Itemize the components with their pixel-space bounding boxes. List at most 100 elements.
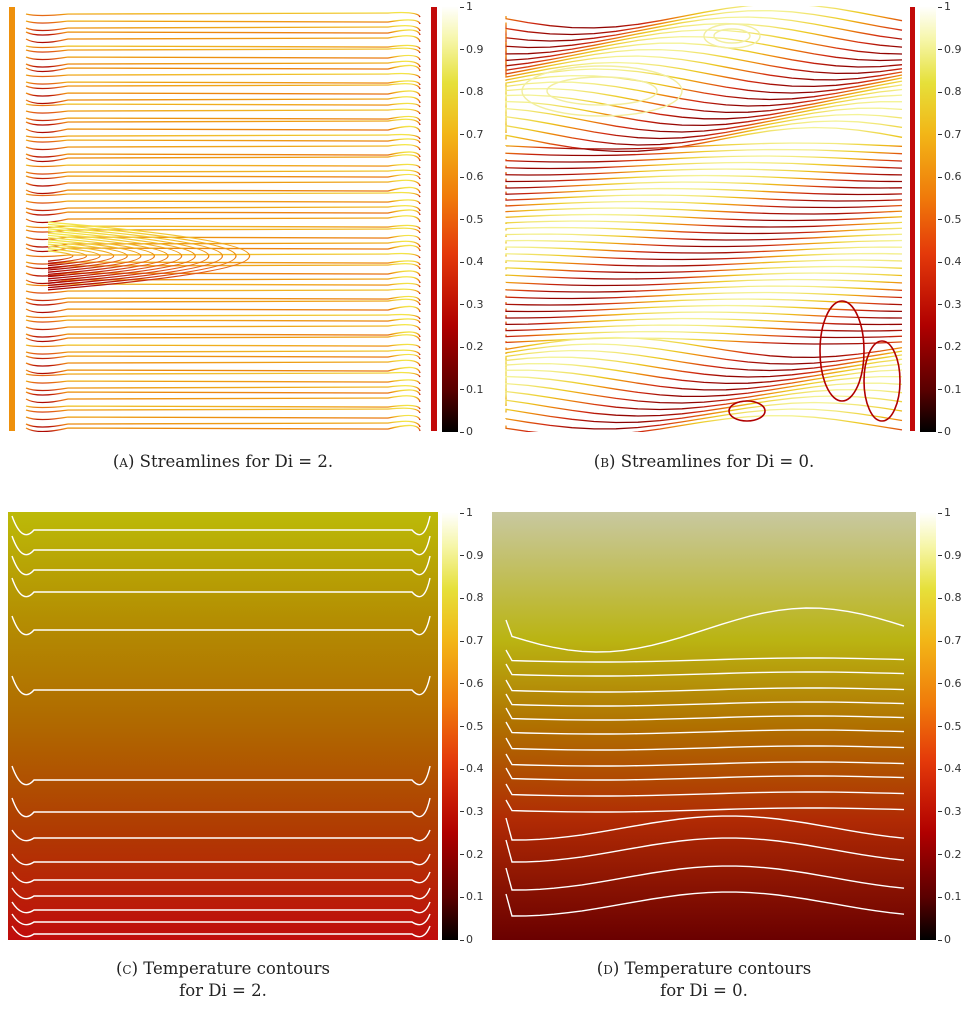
caption-text-a: Streamlines for Di = 2. (139, 452, 334, 471)
streamline (25, 389, 421, 396)
colorbar-tick-label: 0.5 (938, 721, 962, 732)
colorbar-tick-label: 0.9 (460, 550, 484, 561)
streamline (25, 305, 421, 314)
streamline-eye (47, 245, 101, 267)
streamline (505, 94, 903, 120)
caption-line2-c: for Di = 2. (179, 981, 267, 1000)
streamline (25, 334, 421, 343)
streamline (25, 191, 421, 198)
streamline (505, 401, 903, 424)
streamline (505, 9, 903, 36)
contours-c (8, 512, 438, 940)
colorbar-tick-label: 0.4 (460, 256, 484, 267)
streamline (25, 240, 421, 248)
streamline (25, 64, 421, 73)
streamline (505, 200, 903, 209)
streamline (505, 168, 903, 176)
colorbar-tick-label: 0.8 (938, 592, 962, 603)
colorbar-tick-label: 1 (938, 507, 951, 518)
isotherm (505, 607, 905, 653)
colorbar-c (442, 512, 458, 940)
streamline (505, 265, 903, 274)
colorbar-tick-label: 0.4 (938, 763, 962, 774)
streamline (25, 215, 421, 224)
streamline (505, 239, 903, 248)
streamline (25, 366, 421, 375)
streamline (505, 285, 903, 293)
colorbar-tick-label: 0.2 (938, 341, 962, 352)
streamline (505, 298, 903, 306)
streamline (505, 414, 903, 432)
streamline (25, 11, 421, 18)
streamline (25, 295, 421, 302)
streamline (25, 90, 421, 97)
colorbar-tick-label: 1 (460, 1, 473, 12)
streamline (25, 407, 421, 414)
streamline (505, 181, 903, 189)
streamline (25, 353, 421, 360)
colorbar-tick-label: 0.9 (938, 550, 962, 561)
streamline (25, 151, 421, 158)
streamline-eye (47, 221, 251, 291)
colorbar-tick-label: 0.1 (460, 891, 484, 902)
streamline (25, 169, 421, 176)
streamline (505, 356, 903, 378)
streamline (25, 186, 421, 195)
streamline (25, 133, 421, 140)
isotherm (505, 707, 905, 721)
caption-text-b: Streamlines for Di = 0. (620, 452, 815, 471)
streamline (25, 44, 421, 50)
colorbar-tick-label: 0.2 (460, 341, 484, 352)
streamline (505, 6, 903, 29)
caption-tag-b: (b) (593, 452, 616, 471)
streamline (25, 288, 421, 295)
streamline (25, 54, 421, 61)
streamline (25, 209, 421, 216)
streamline (25, 118, 421, 126)
colorbar-tick-label: 0.9 (938, 44, 962, 55)
colorbar-tick-label: 0.2 (460, 849, 484, 860)
streamline (25, 371, 421, 378)
streamline (25, 244, 421, 253)
streamlines-b (505, 6, 915, 432)
caption-text-c: Temperature contours (143, 959, 330, 978)
streamline (505, 207, 903, 215)
caption-b: (b) Streamlines for Di = 0. (492, 451, 916, 473)
streamline (505, 35, 903, 62)
isotherm (11, 555, 431, 576)
streamline-plot-b (492, 6, 916, 432)
isotherm (505, 679, 905, 693)
streamline (25, 331, 421, 338)
isotherm (11, 925, 431, 938)
streamline (505, 194, 903, 202)
streamline (505, 107, 903, 133)
isotherm (505, 837, 905, 863)
colorbar-tick-label: 0.6 (938, 678, 962, 689)
streamline (25, 343, 421, 349)
streamline (505, 408, 903, 430)
streamline (25, 276, 421, 285)
streamline-eye (47, 241, 128, 271)
isotherm (11, 887, 431, 900)
isotherm (11, 871, 431, 884)
streamline (25, 60, 421, 68)
contour-plot-d (492, 512, 916, 940)
streamline (505, 87, 903, 114)
colorbar-tick-label: 0.1 (938, 891, 962, 902)
colorbar-tick-label: 0.9 (460, 44, 484, 55)
streamline (505, 155, 903, 163)
caption-line1-c: (c) Temperature contours (8, 958, 438, 980)
streamline (505, 226, 903, 235)
streamline (25, 379, 421, 385)
colorbar-tick-label: 0.5 (460, 214, 484, 225)
streamline (25, 115, 421, 122)
streamline-eye (47, 225, 223, 287)
caption-tag-a: (a) (112, 452, 135, 471)
streamline (505, 61, 903, 88)
streamline (505, 187, 903, 196)
colorbar-tick-label: 0.5 (938, 214, 962, 225)
isotherm (505, 815, 905, 841)
streamline (25, 108, 421, 115)
streamline (25, 29, 421, 36)
streamline-eye (47, 247, 87, 265)
